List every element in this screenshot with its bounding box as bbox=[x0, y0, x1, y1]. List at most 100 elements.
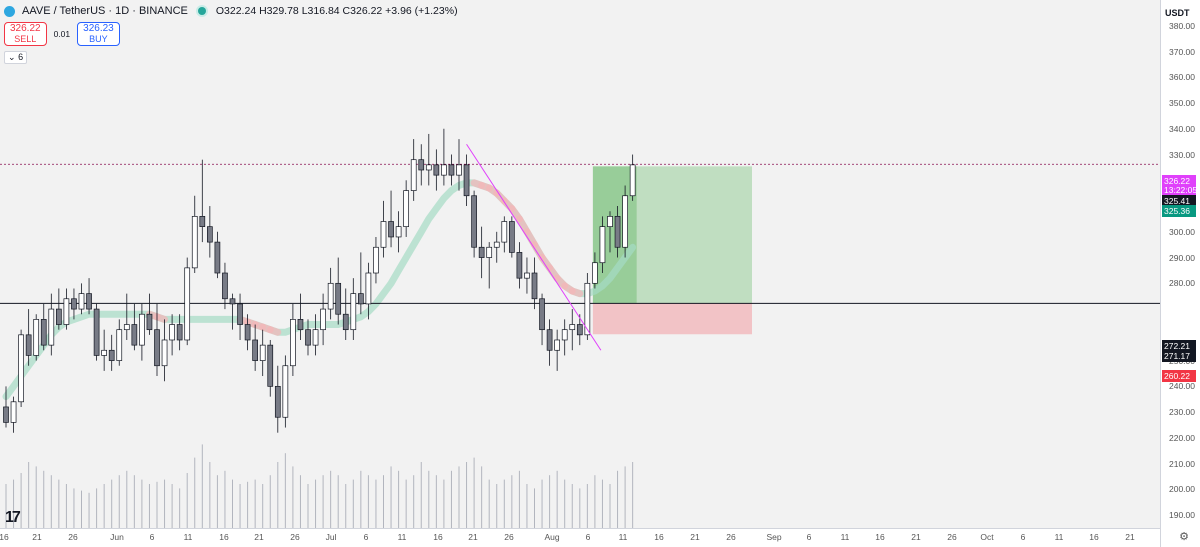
time-tick-label: 16 bbox=[0, 532, 9, 542]
time-tick-label: 16 bbox=[1089, 532, 1099, 542]
volume-bar bbox=[579, 488, 581, 528]
volume-bar bbox=[556, 470, 558, 528]
volume-bar bbox=[466, 462, 468, 528]
time-tick-label: 26 bbox=[947, 532, 957, 542]
time-tick-label: 26 bbox=[290, 532, 300, 542]
candle-down bbox=[448, 164, 455, 176]
price-tick-label: 200.00 bbox=[1169, 484, 1195, 495]
candle-down bbox=[576, 324, 583, 336]
price-tick-label: 190.00 bbox=[1169, 510, 1195, 521]
candle-down bbox=[433, 164, 440, 176]
currency-label[interactable]: USDT bbox=[1165, 8, 1190, 18]
time-tick-label: 21 bbox=[911, 532, 921, 542]
price-chart[interactable] bbox=[0, 0, 1160, 528]
candle-down bbox=[478, 246, 485, 258]
volume-bar bbox=[103, 484, 105, 528]
volume-bar bbox=[254, 479, 256, 528]
indicators-toggle[interactable]: ⌄ 6 bbox=[4, 51, 28, 64]
tradingview-logo-icon[interactable]: 17 bbox=[5, 509, 21, 526]
chart-area[interactable]: AAVE / TetherUS · 1D · BINANCE O322.24 H… bbox=[0, 0, 1160, 528]
volume-bar bbox=[186, 473, 188, 528]
candle-up bbox=[327, 282, 334, 310]
time-tick-label: 21 bbox=[32, 532, 42, 542]
time-tick-label: 11 bbox=[840, 532, 850, 542]
volume-bar bbox=[201, 444, 203, 528]
candle-up bbox=[139, 313, 145, 346]
volume-bar bbox=[413, 475, 415, 528]
candle-up bbox=[161, 339, 168, 367]
candle-up bbox=[191, 216, 198, 269]
candle-up bbox=[501, 221, 508, 243]
order-quantity[interactable]: 0.01 bbox=[53, 29, 71, 39]
volume-bar bbox=[164, 479, 166, 528]
price-tick-label: 350.00 bbox=[1169, 98, 1195, 109]
time-tick-label: 21 bbox=[254, 532, 264, 542]
candle-up bbox=[63, 298, 70, 325]
time-tick-label: Sep bbox=[766, 532, 782, 542]
symbol-title[interactable]: AAVE / TetherUS · 1D · BINANCE bbox=[22, 5, 188, 17]
candle-up bbox=[18, 334, 24, 403]
candle-down bbox=[463, 164, 470, 197]
candle-down bbox=[199, 216, 206, 228]
candle-down bbox=[516, 252, 523, 279]
volume-bar bbox=[511, 475, 513, 528]
volume-bar bbox=[398, 470, 400, 528]
candle-down bbox=[25, 334, 32, 356]
candle-up bbox=[282, 365, 289, 418]
time-tick-label: 6 bbox=[585, 532, 591, 542]
volume-bar bbox=[405, 479, 407, 528]
volume-bar bbox=[141, 479, 143, 528]
candle-down bbox=[3, 406, 9, 423]
price-tag: 271.17 bbox=[1162, 350, 1196, 362]
volume-bar bbox=[156, 481, 158, 528]
time-tick-label: 6 bbox=[363, 532, 369, 542]
quick-trade-panel: 326.22 SELL 0.01 326.23 BUY bbox=[4, 22, 120, 46]
volume-bar bbox=[171, 484, 173, 528]
volume-bar bbox=[518, 470, 520, 528]
time-tick-label: 11 bbox=[397, 532, 407, 542]
candle-up bbox=[425, 164, 432, 171]
sell-button[interactable]: 326.22 SELL bbox=[4, 22, 47, 46]
time-tick-label: 16 bbox=[433, 532, 443, 542]
buy-price: 326.23 bbox=[83, 23, 114, 34]
price-tag: 272.21 bbox=[1162, 340, 1196, 352]
price-axis[interactable]: USDT 380.00 370.00 360.00 350.00 340.00 330.0… bbox=[1160, 0, 1200, 547]
time-tick-label: Oct bbox=[980, 532, 994, 542]
candle-down bbox=[93, 308, 100, 356]
volume-bar bbox=[50, 475, 52, 528]
candle-down bbox=[267, 344, 274, 387]
buy-button[interactable]: 326.23 BUY bbox=[77, 22, 120, 46]
volume-bar bbox=[435, 475, 437, 528]
candle-up bbox=[554, 339, 561, 351]
volume-bar bbox=[307, 484, 309, 528]
aave-logo-icon bbox=[4, 5, 15, 17]
volume-bar bbox=[126, 470, 128, 528]
candle-up bbox=[320, 308, 326, 331]
time-tick-label: 21 bbox=[690, 532, 700, 542]
time-tick-label: 11 bbox=[1054, 532, 1064, 542]
trendline bbox=[466, 143, 602, 351]
volume-bar bbox=[609, 484, 611, 528]
volume-bar bbox=[496, 484, 498, 528]
candle-down bbox=[471, 195, 477, 248]
volume-bar bbox=[594, 475, 596, 528]
price-tick-label: 220.00 bbox=[1169, 432, 1195, 443]
volume-bar bbox=[209, 462, 211, 528]
price-tick-label: 280.00 bbox=[1169, 278, 1195, 289]
time-tick-label: 21 bbox=[1125, 532, 1135, 542]
volume-bar bbox=[624, 466, 626, 528]
candle-up bbox=[10, 401, 17, 423]
volume-bar bbox=[13, 479, 15, 528]
volume-bar bbox=[239, 484, 241, 528]
time-tick-label: 26 bbox=[504, 532, 514, 542]
volume-bar bbox=[5, 484, 7, 528]
time-tick-label: 26 bbox=[726, 532, 736, 542]
settings-gear-icon[interactable]: ⚙ bbox=[1179, 531, 1189, 543]
candle-down bbox=[274, 385, 281, 418]
volume-bar bbox=[420, 462, 422, 528]
time-axis[interactable]: 16 21 26 Jun 6 11 16 21 26 Jul 6 11 16 21 26 Aug 6 11 16 21… bbox=[0, 528, 1160, 547]
volume-bar bbox=[564, 479, 566, 528]
candle-up bbox=[101, 349, 108, 356]
price-tick-label: 330.00 bbox=[1169, 149, 1195, 160]
indicators-count: 6 bbox=[18, 52, 24, 62]
